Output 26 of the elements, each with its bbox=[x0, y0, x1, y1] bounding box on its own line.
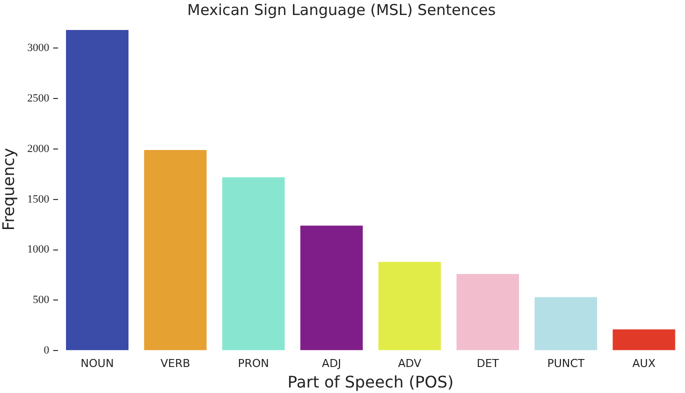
y-tick-label: 0 bbox=[44, 344, 50, 356]
x-tick-label: VERB bbox=[160, 357, 190, 370]
x-tick-label: PRON bbox=[238, 357, 270, 370]
y-tick-label: 2000 bbox=[27, 142, 50, 155]
bar bbox=[534, 297, 598, 350]
bar bbox=[456, 274, 519, 350]
x-tick-label: NOUN bbox=[80, 357, 114, 370]
bar bbox=[222, 177, 285, 350]
x-tick-label: PUNCT bbox=[547, 357, 585, 370]
x-tick-label: ADV bbox=[398, 357, 422, 370]
y-tick-label: 3000 bbox=[27, 42, 50, 54]
y-axis-title: Frequency bbox=[0, 148, 18, 231]
y-tick-label: 1500 bbox=[27, 193, 50, 206]
y-tick-label: 2500 bbox=[27, 92, 50, 104]
y-tick-label: 1000 bbox=[27, 244, 50, 256]
x-tick-label: ADJ bbox=[322, 357, 342, 370]
x-tick-label: DET bbox=[476, 357, 500, 370]
x-axis-title: Part of Speech (POS) bbox=[288, 372, 454, 392]
bar bbox=[144, 150, 207, 350]
bar bbox=[378, 262, 441, 350]
bar bbox=[612, 329, 676, 350]
bar bbox=[300, 226, 363, 350]
bar bbox=[66, 30, 128, 350]
x-tick-label: AUX bbox=[632, 357, 656, 370]
y-tick-label: 500 bbox=[32, 294, 50, 306]
chart-title: Mexican Sign Language (MSL) Sentences bbox=[187, 0, 496, 19]
